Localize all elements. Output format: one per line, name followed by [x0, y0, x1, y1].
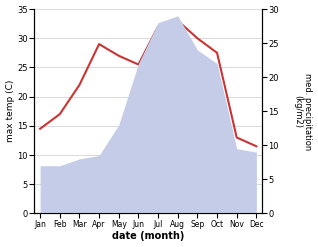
X-axis label: date (month): date (month)	[112, 231, 184, 242]
Y-axis label: med. precipitation
(kg/m2): med. precipitation (kg/m2)	[293, 73, 313, 150]
Y-axis label: max temp (C): max temp (C)	[5, 80, 15, 143]
